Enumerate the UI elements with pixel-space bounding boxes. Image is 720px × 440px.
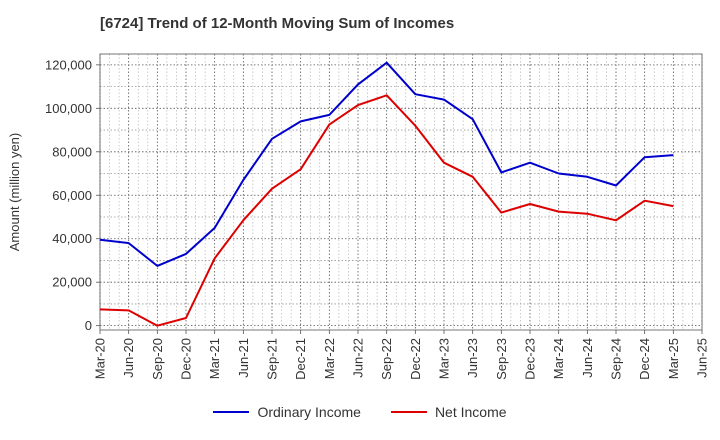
x-tick-label: Jun-20 [121, 338, 136, 378]
y-tick-label: 80,000 [52, 144, 92, 159]
series-line-net-income [99, 94, 674, 327]
tick-labels: 0 20,000 40,000 60,000 80,000 100,000 120,000 M… [7, 57, 710, 380]
x-tick-label: Jun-22 [351, 338, 366, 378]
x-tick-label: Dec-21 [293, 338, 308, 380]
x-tick-label: Mar-24 [551, 338, 566, 379]
series-line-ordinary-income [99, 61, 674, 267]
legend-label: Ordinary Income [257, 404, 361, 420]
x-tick-label: Mar-23 [437, 338, 452, 379]
x-tick-label: Jun-23 [465, 338, 480, 378]
series [99, 61, 674, 327]
x-tick-label: Sep-24 [609, 338, 624, 380]
y-tick-label: 20,000 [52, 275, 92, 290]
x-tick-label: Dec-20 [179, 338, 194, 380]
legend-item: Net Income [390, 404, 507, 420]
legend-item: Ordinary Income [213, 404, 361, 420]
y-axis-label: Amount (million yen) [7, 133, 22, 252]
x-tick-label: Sep-23 [494, 338, 509, 380]
y-tick-label: 0 [85, 318, 92, 333]
x-tick-label: Dec-22 [408, 338, 423, 380]
legend-swatch [213, 411, 250, 413]
x-tick-label: Jun-25 [695, 338, 710, 378]
x-tick-label: Mar-22 [322, 338, 337, 379]
x-tick-label: Sep-22 [379, 338, 394, 380]
legend-label: Net Income [434, 404, 507, 420]
plot-frame [99, 53, 703, 331]
x-tick-label: Dec-24 [637, 338, 652, 380]
x-tick-label: Sep-21 [265, 338, 280, 380]
x-tick-label: Mar-25 [666, 338, 681, 379]
chart-title: [6724] Trend of 12-Month Moving Sum of I… [100, 15, 455, 32]
y-tick-label: 40,000 [52, 231, 92, 246]
legend-swatch [390, 411, 427, 413]
y-tick-label: 60,000 [52, 188, 92, 203]
legend: Ordinary Income Net Income [0, 404, 720, 420]
x-tick-label: Jun-21 [236, 338, 251, 378]
x-tick-label: Mar-21 [207, 338, 222, 379]
x-tick-label: Jun-24 [580, 338, 595, 378]
x-tick-label: Dec-23 [523, 338, 538, 380]
x-tick-label: Sep-20 [150, 338, 165, 380]
y-tick-label: 100,000 [45, 101, 92, 116]
x-tick-label: Mar-20 [93, 338, 108, 379]
axes [96, 53, 703, 334]
grid [99, 54, 703, 330]
y-tick-label: 120,000 [45, 57, 92, 72]
